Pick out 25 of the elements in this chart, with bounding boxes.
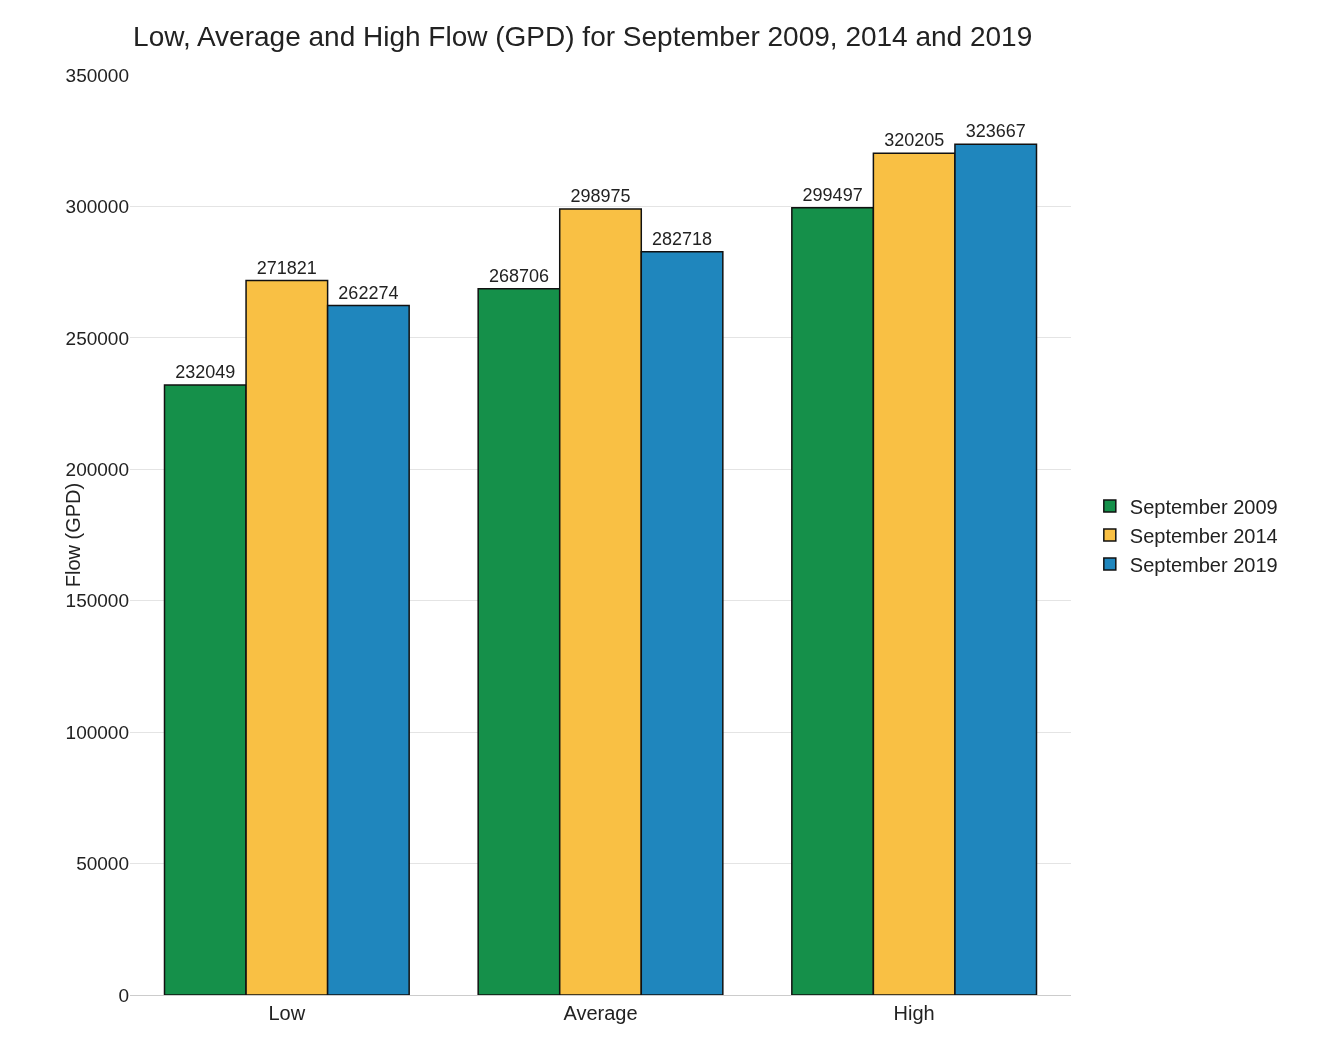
x-tick-label: Low: [268, 1002, 306, 1024]
y-tick-label: 200000: [65, 458, 129, 480]
y-tick-label: 150000: [65, 590, 129, 612]
data-label: 299497: [802, 184, 863, 205]
y-tick-label: 350000: [65, 64, 129, 86]
y-axis-title: Flow (GPD): [62, 482, 84, 588]
y-tick-label: 300000: [65, 196, 129, 218]
x-tick-label: High: [893, 1002, 935, 1024]
chart-title: Low, Average and High Flow (GPD) for September 2009, 2014 and 2019: [133, 20, 1033, 52]
y-tick-label: 250000: [65, 327, 129, 349]
data-label: 268706: [488, 265, 549, 286]
y-tick-label: 100000: [65, 721, 129, 743]
data-label: 232049: [175, 362, 236, 383]
y-tick-label: 0: [118, 984, 129, 1006]
data-label: 323667: [965, 121, 1026, 142]
data-label: 271821: [256, 257, 317, 278]
legend-label: September 2019: [1129, 553, 1278, 576]
y-tick-label: 50000: [76, 853, 129, 875]
legend-label: September 2009: [1129, 495, 1278, 518]
legend-label: September 2014: [1129, 524, 1278, 547]
x-tick-label: Average: [563, 1002, 638, 1024]
data-label: 282718: [652, 228, 713, 249]
data-label: 298975: [570, 186, 631, 207]
data-label: 320205: [884, 130, 945, 151]
data-label: 262274: [338, 282, 399, 303]
